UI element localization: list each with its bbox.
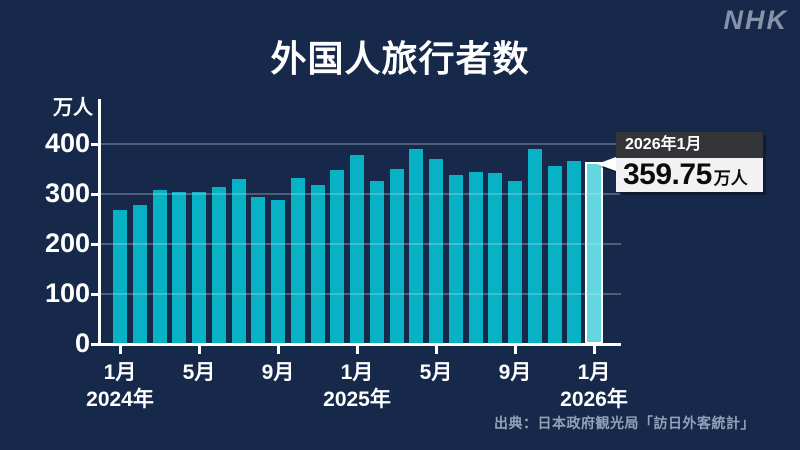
x-axis-label: 1月	[103, 361, 137, 384]
bar	[232, 179, 246, 344]
bar	[409, 149, 423, 344]
bar	[113, 210, 127, 344]
gridline	[100, 243, 621, 245]
x-axis-tick	[514, 346, 517, 354]
x-axis-label: 5月	[419, 361, 453, 384]
bar	[311, 185, 325, 344]
bar	[212, 187, 226, 344]
callout-arrow-icon	[597, 157, 616, 171]
y-axis-tick	[91, 343, 99, 346]
nhk-logo: NHK	[723, 5, 788, 35]
bar	[153, 190, 167, 344]
y-axis-label: 200	[44, 228, 90, 258]
bar	[390, 169, 404, 344]
y-axis-label: 300	[44, 178, 90, 208]
x-axis-tick	[119, 346, 122, 354]
y-axis-label: 100	[44, 278, 90, 308]
callout-unit: 万人	[713, 169, 748, 188]
bar	[469, 172, 483, 344]
y-axis-label: 0	[74, 328, 90, 358]
year-label: 2024年	[86, 388, 154, 411]
bar	[291, 178, 305, 344]
data-callout: 2026年1月 359.75 万人	[597, 132, 763, 192]
x-axis-tick	[277, 346, 280, 354]
bar	[567, 161, 581, 344]
callout-date-label: 2026年1月	[616, 132, 763, 158]
gridline	[100, 293, 621, 295]
x-axis-tick	[198, 346, 201, 354]
bar	[370, 181, 384, 344]
bar	[133, 205, 147, 344]
y-axis-tick	[91, 293, 99, 296]
x-axis-label: 1月	[577, 361, 611, 384]
x-axis-label: 5月	[182, 361, 216, 384]
bar	[330, 170, 344, 344]
x-axis-tick	[356, 346, 359, 354]
callout-value-row: 359.75 万人	[616, 158, 763, 192]
source-credit: 出典：日本政府観光局「訪日外客統計」	[494, 415, 755, 431]
year-label: 2026年	[560, 388, 628, 411]
x-axis-label: 9月	[261, 361, 295, 384]
y-axis-tick	[91, 243, 99, 246]
y-axis-unit-label: 万人	[53, 97, 93, 119]
x-axis-line	[98, 343, 621, 346]
y-axis-tick	[91, 143, 99, 146]
bar	[192, 192, 206, 344]
bar	[528, 149, 542, 344]
bar	[172, 192, 186, 344]
bar	[350, 155, 364, 344]
year-label: 2025年	[323, 388, 391, 411]
bar	[429, 159, 443, 344]
y-axis-line	[98, 99, 101, 346]
bar	[488, 173, 502, 344]
bar	[449, 175, 463, 344]
chart-title: 外国人旅行者数	[270, 38, 530, 79]
bar	[508, 181, 522, 344]
y-axis-tick	[91, 193, 99, 196]
x-axis-tick	[593, 346, 596, 354]
bar	[548, 166, 562, 344]
x-axis-label: 1月	[340, 361, 374, 384]
x-axis-label: 9月	[498, 361, 532, 384]
y-axis-label: 400	[44, 128, 90, 158]
gridline	[100, 193, 621, 195]
bar-highlighted	[585, 162, 603, 344]
x-axis-tick	[435, 346, 438, 354]
gridline	[100, 143, 621, 145]
callout-value: 359.75	[623, 158, 712, 191]
bar	[251, 197, 265, 344]
bar	[271, 200, 285, 344]
